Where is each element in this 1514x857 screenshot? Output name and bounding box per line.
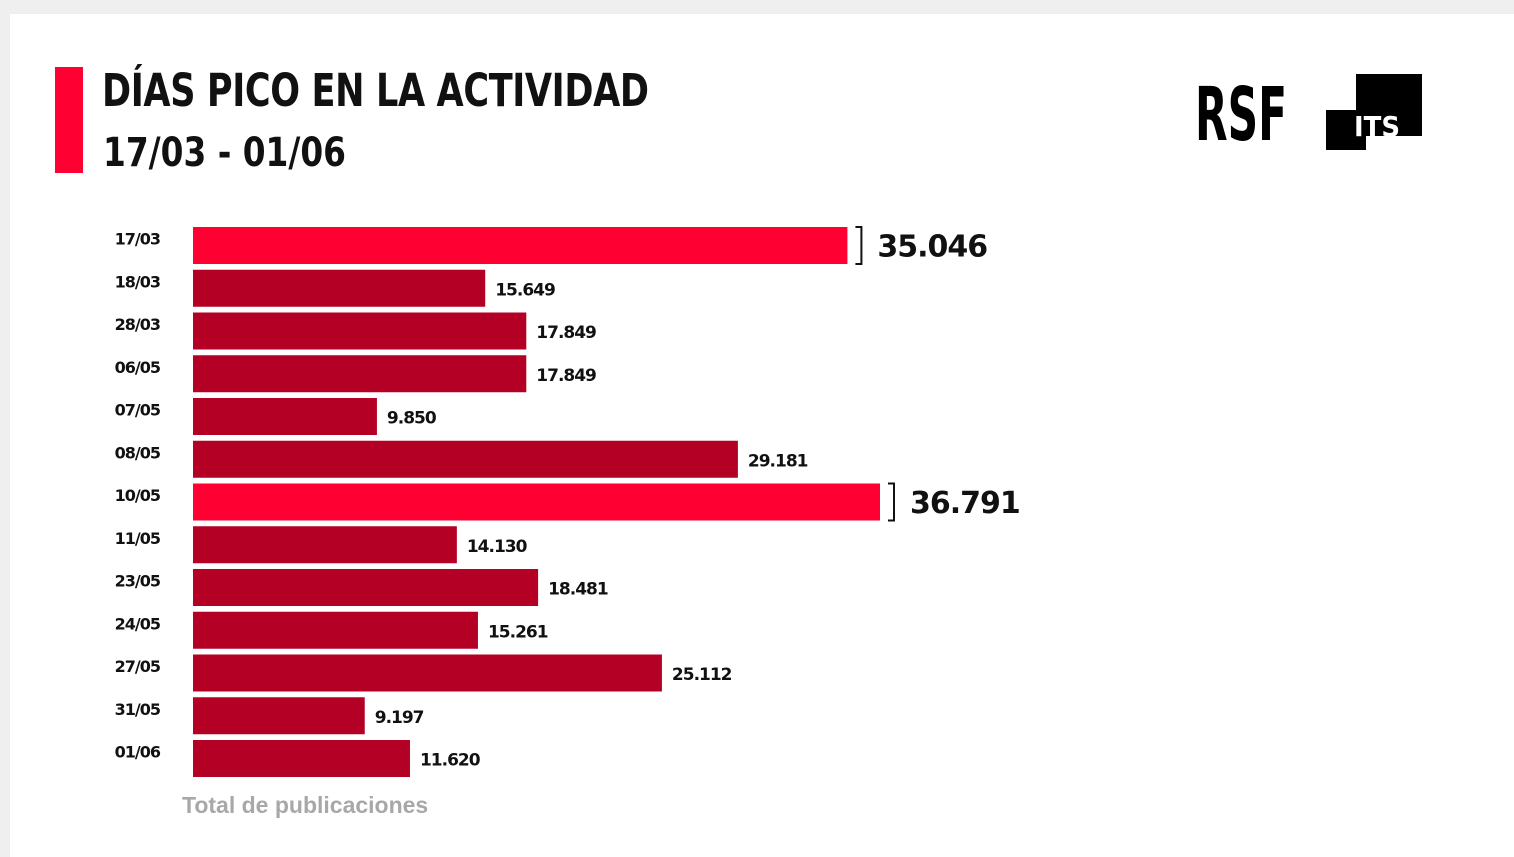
bar-highlight — [193, 227, 848, 264]
bar — [193, 697, 365, 735]
value-label: 15.261 — [488, 622, 548, 642]
bar — [193, 269, 486, 307]
value-label-highlight: 36.791 — [910, 486, 1020, 521]
chart-title: DÍAS PICO EN LA ACTIVIDAD — [102, 64, 649, 117]
value-label-highlight: 35.046 — [877, 230, 987, 265]
value-label: 17.849 — [536, 366, 596, 386]
value-label: 17.849 — [536, 323, 596, 343]
category-label: 24/05 — [115, 614, 161, 633]
value-label: 18.481 — [548, 580, 608, 600]
bar — [193, 611, 478, 649]
bar — [193, 654, 662, 692]
x-axis-label: Total de publicaciones — [182, 792, 429, 818]
category-label: 07/05 — [115, 401, 161, 420]
bar — [193, 312, 527, 350]
value-label: 9.197 — [375, 708, 424, 728]
category-label: 28/03 — [115, 315, 160, 334]
bar-highlight — [193, 483, 880, 521]
category-label: 08/05 — [115, 443, 161, 462]
its-logo-text: ITS — [1354, 110, 1400, 143]
bar — [193, 740, 410, 777]
value-label: 25.112 — [672, 665, 732, 685]
value-label: 11.620 — [420, 751, 481, 771]
category-label: 01/06 — [115, 743, 161, 762]
value-bracket — [855, 226, 863, 265]
chart-subtitle: 17/03 - 01/06 — [103, 130, 346, 176]
value-label: 14.130 — [467, 537, 528, 557]
category-label: 31/05 — [115, 700, 161, 719]
rsf-logo: RSF — [1195, 78, 1287, 146]
bar — [193, 398, 377, 435]
category-label: 18/03 — [115, 272, 160, 291]
category-label: 23/05 — [115, 572, 161, 591]
category-label: 17/03 — [115, 230, 160, 249]
accent-bar — [55, 67, 83, 173]
category-label: 11/05 — [115, 529, 161, 548]
bar — [193, 526, 457, 564]
its-logo: ITS — [1326, 74, 1422, 150]
value-label: 15.649 — [495, 280, 555, 300]
category-label: 27/05 — [115, 657, 161, 676]
bar — [193, 569, 539, 606]
value-bracket — [888, 482, 895, 522]
rsf-logo-text: RSF — [1195, 78, 1287, 146]
bar — [193, 440, 738, 478]
category-label: 10/05 — [115, 486, 161, 505]
bar — [193, 355, 527, 393]
value-label: 9.850 — [387, 409, 437, 429]
category-label: 06/05 — [115, 358, 161, 377]
value-label: 29.181 — [748, 451, 808, 471]
